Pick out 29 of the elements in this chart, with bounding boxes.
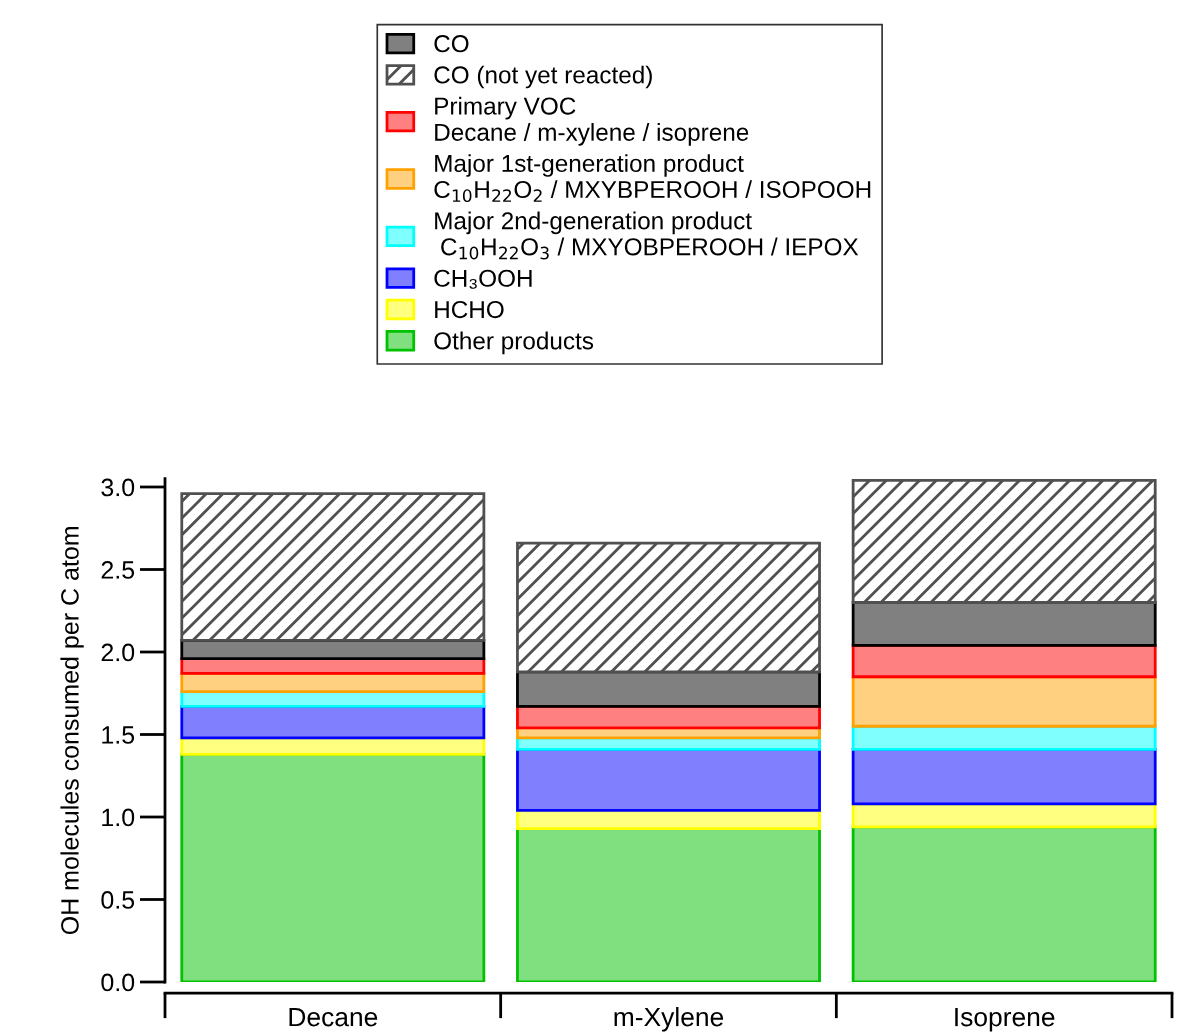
bar	[180, 492, 486, 642]
legend-label: Primary VOC Decane / m-xylene / isoprene	[435, 96, 749, 146]
bar	[851, 644, 1157, 679]
legend-label: Major 1st-generation product C$_{10}$H$_{22}$O$_{2}$ / MXYBPEROOH / ISOPOOH	[434, 154, 871, 203]
bar	[516, 541, 821, 674]
y-tick-label: 3.0	[101, 478, 135, 497]
bar	[851, 675, 1157, 728]
legend-label: CH₃OOH	[434, 269, 532, 289]
x-tick-label: Decane	[289, 1007, 378, 1027]
y-tick-label: 2.0	[101, 643, 135, 662]
y-axis-title: OH molecules consumed per C atom	[60, 527, 84, 935]
legend-label: Other products	[434, 331, 594, 355]
y-tick-label: 2.5	[101, 561, 135, 579]
legend-label: Major 2nd-generation product C$_{10}$H$_{22}$O$_{3}$ / MXYOBPEROOH / IEPOX	[435, 211, 859, 260]
y-tick-label: 0.0	[101, 973, 135, 992]
legend-label: HCHO	[435, 300, 504, 319]
y-tick-label: 1.5	[102, 726, 135, 744]
x-tick-label: m-Xylene	[614, 1007, 724, 1032]
bar	[516, 670, 821, 708]
bar	[851, 601, 1157, 647]
legend-label: CO	[434, 35, 469, 53]
legend-label: CO (not yet reacted)	[434, 65, 652, 89]
y-tick-label: 0.5	[101, 891, 135, 909]
bar	[851, 479, 1157, 604]
bar	[851, 825, 1157, 982]
bar	[180, 705, 486, 740]
x-tick-label: Isoprene	[955, 1007, 1055, 1032]
bar	[516, 827, 821, 982]
y-tick-label: 1.0	[102, 808, 135, 827]
